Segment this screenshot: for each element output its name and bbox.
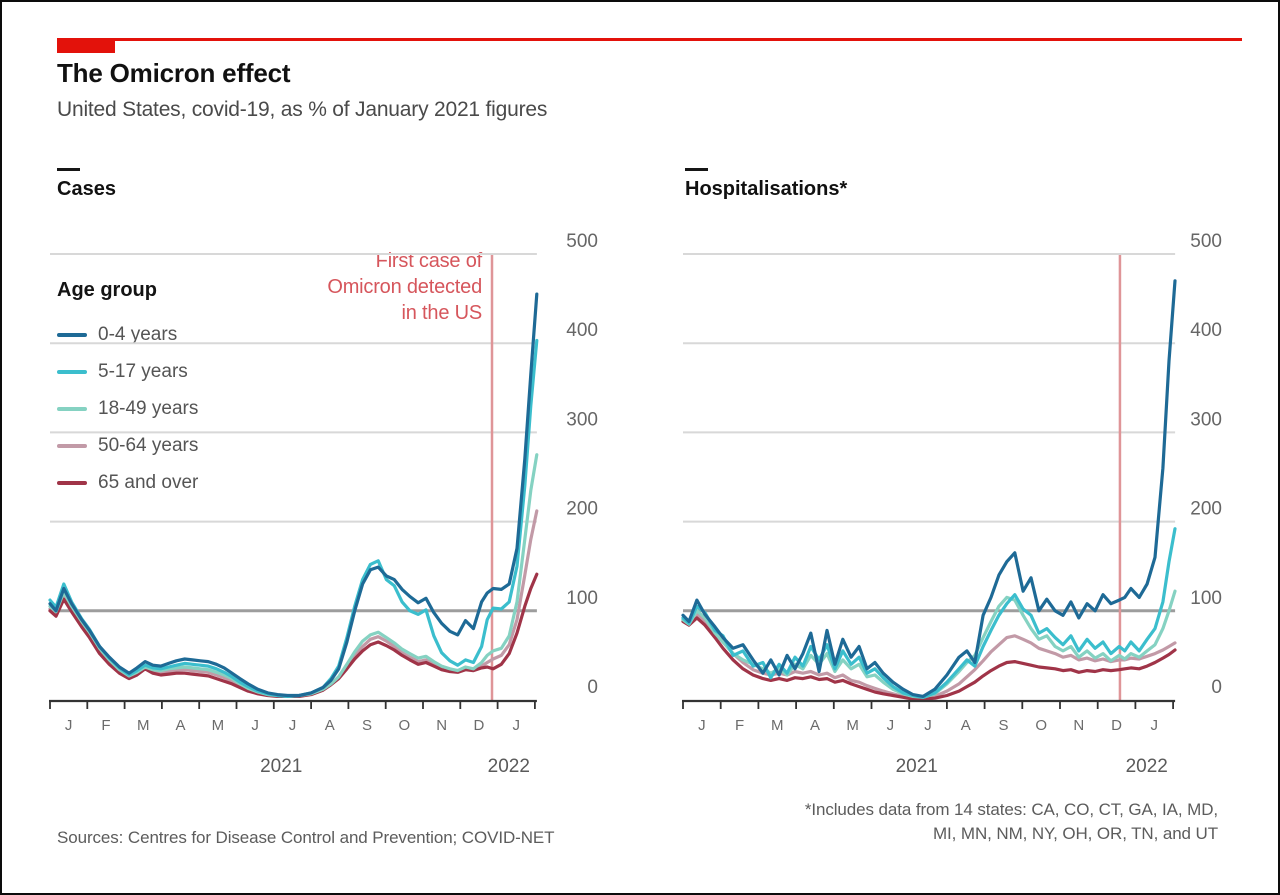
cases-y-label-400: 400 xyxy=(566,320,598,341)
cases-panel-title: Cases xyxy=(57,178,116,200)
cases-y-label-500: 500 xyxy=(566,231,598,252)
legend-swatch-icon xyxy=(57,406,87,411)
brand-red-block xyxy=(57,38,115,53)
legend-swatch-icon xyxy=(57,332,87,337)
cases-month-label-4: M xyxy=(212,717,225,734)
hosp-month-label-12: J xyxy=(1151,717,1159,734)
cases-month-label-9: O xyxy=(399,717,411,734)
hosp-month-label-2: M xyxy=(771,717,784,734)
cases-year-label-2022: 2022 xyxy=(488,756,530,777)
hosp-series-5-17-years xyxy=(681,527,1177,699)
cases-month-label-1: F xyxy=(101,717,110,734)
page-subtitle: United States, covid-19, as % of January… xyxy=(57,98,548,121)
hosp-month-label-1: F xyxy=(735,717,744,734)
cases-series-0-4-years xyxy=(48,292,539,698)
legend-item-2: 18-49 years xyxy=(57,390,198,427)
legend-swatch-icon xyxy=(57,480,87,485)
legend-swatch-icon xyxy=(57,443,87,448)
annotation-line-2: Omicron detected xyxy=(327,276,482,298)
annotation-line-1: First case of xyxy=(375,250,483,272)
annotation-line-3: in the US xyxy=(401,302,483,324)
cases-month-label-12: J xyxy=(513,717,521,734)
cases-series-5-17-years xyxy=(48,338,539,699)
hosp-year-label-2021: 2021 xyxy=(896,756,938,777)
cases-month-label-2: M xyxy=(137,717,150,734)
page-title: The Omicron effect xyxy=(57,58,291,88)
hosp-month-label-10: N xyxy=(1073,717,1084,734)
hosp-year-label-2022: 2022 xyxy=(1126,756,1168,777)
legend-title: Age group xyxy=(57,279,157,301)
cases-panel-rule xyxy=(57,168,80,171)
legend-item-label: 65 and over xyxy=(98,471,199,493)
cases-month-label-7: A xyxy=(325,717,335,734)
cases-y-label-100: 100 xyxy=(566,588,598,609)
omicron-annotation: First case of Omicron detected in the US xyxy=(327,248,482,326)
hosp-month-label-5: J xyxy=(887,717,895,734)
brand-top-rule xyxy=(57,38,1242,41)
legend-item-label: 50-64 years xyxy=(98,434,199,456)
hosp-month-label-8: S xyxy=(998,717,1008,734)
hosp-y-label-100: 100 xyxy=(1190,588,1222,609)
hosp-y-label-500: 500 xyxy=(1190,231,1222,252)
cases-month-label-8: S xyxy=(362,717,372,734)
hosp-series-65-and-over xyxy=(681,616,1177,701)
hosp-month-label-7: A xyxy=(961,717,971,734)
hosp-month-label-11: D xyxy=(1111,717,1122,734)
legend-item-label: 0-4 years xyxy=(98,323,178,345)
cases-y-label-200: 200 xyxy=(566,499,598,520)
cases-y-label-0: 0 xyxy=(587,677,598,698)
footnote-line-1: *Includes data from 14 states: CA, CO, C… xyxy=(804,800,1218,819)
legend-item-3: 50-64 years xyxy=(57,427,198,464)
hosp-y-label-200: 200 xyxy=(1190,499,1222,520)
legend-item-0: 0-4 years xyxy=(57,316,198,353)
states-footnote: *Includes data from 14 states: CA, CO, C… xyxy=(805,798,1218,846)
cases-month-label-6: J xyxy=(289,717,297,734)
hosp-y-label-300: 300 xyxy=(1190,409,1222,430)
legend-item-4: 65 and over xyxy=(57,464,198,501)
age-group-legend: Age group 0-4 years 5-17 years 18-49 years… xyxy=(57,279,198,501)
hosp-month-label-0: J xyxy=(698,717,706,734)
hosp-month-label-3: A xyxy=(810,717,820,734)
footnote-line-2: MI, MN, NM, NY, OH, OR, TN, and UT xyxy=(932,824,1218,843)
hosp-month-label-4: M xyxy=(846,717,859,734)
legend-item-label: 5-17 years xyxy=(98,360,188,382)
cases-y-label-300: 300 xyxy=(566,409,598,430)
legend-swatch-icon xyxy=(57,369,87,374)
hospitalisations-panel-title: Hospitalisations* xyxy=(685,178,848,200)
hosp-month-label-9: O xyxy=(1035,717,1047,734)
legend-item-1: 5-17 years xyxy=(57,353,198,390)
source-note: Sources: Centres for Disease Control and… xyxy=(57,828,555,847)
legend-item-label: 18-49 years xyxy=(98,397,199,419)
legend-items: 0-4 years 5-17 years 18-49 years 50-64 year… xyxy=(57,316,198,501)
hosp-series-0-4-years xyxy=(681,279,1177,699)
hospitalisations-panel-rule xyxy=(685,168,708,171)
hosp-month-label-6: J xyxy=(924,717,932,734)
cases-year-label-2021: 2021 xyxy=(260,756,302,777)
cases-month-label-3: A xyxy=(176,717,186,734)
cases-month-label-5: J xyxy=(251,717,259,734)
cases-series-65-and-over xyxy=(48,572,539,699)
cases-month-label-11: D xyxy=(474,717,485,734)
hosp-y-label-400: 400 xyxy=(1190,320,1222,341)
cases-month-label-10: N xyxy=(436,717,447,734)
cases-month-label-0: J xyxy=(65,717,73,734)
hosp-y-label-0: 0 xyxy=(1211,677,1222,698)
